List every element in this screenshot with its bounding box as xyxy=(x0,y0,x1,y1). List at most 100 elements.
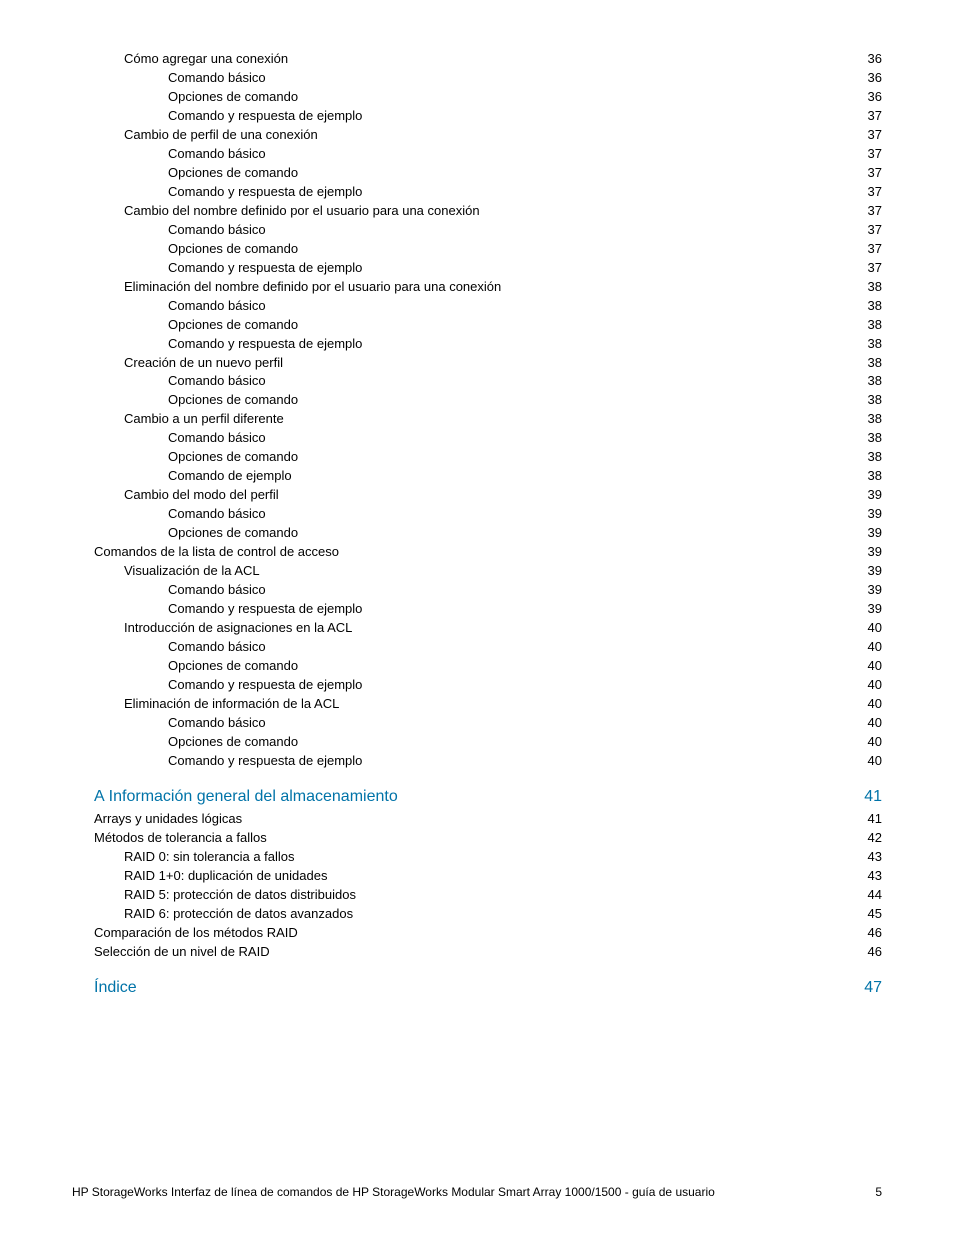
toc-entry[interactable]: Cambio a un perfil diferente38 xyxy=(72,410,882,429)
toc-entry-label: Opciones de comando xyxy=(168,316,298,335)
toc-entry-page: 39 xyxy=(860,581,882,600)
toc-entry[interactable]: Opciones de comando 38 xyxy=(72,316,882,335)
toc-entry-page: 36 xyxy=(860,69,882,88)
toc-entry-page: 38 xyxy=(860,429,882,448)
toc-entry[interactable]: Comando básico37 xyxy=(72,145,882,164)
toc-entry-label: Comando básico xyxy=(168,638,266,657)
toc-entry-label: Cambio de perfil de una conexión xyxy=(124,126,318,145)
toc-entry[interactable]: Comando y respuesta de ejemplo40 xyxy=(72,752,882,771)
toc-entry-label: Comparación de los métodos RAID xyxy=(94,924,298,943)
toc-entry[interactable]: Eliminación del nombre definido por el u… xyxy=(72,278,882,297)
toc-entry[interactable]: RAID 1+0: duplicación de unidades43 xyxy=(72,867,882,886)
toc-entry-page: 38 xyxy=(860,467,882,486)
toc-entry[interactable]: Comando y respuesta de ejemplo37 xyxy=(72,259,882,278)
toc-entry[interactable]: Opciones de comando38 xyxy=(72,448,882,467)
toc-entry-page: 45 xyxy=(860,905,882,924)
toc-entry[interactable]: Opciones de comando 40 xyxy=(72,657,882,676)
toc-entry[interactable]: Índice47 xyxy=(72,976,882,999)
toc-entry-label: Métodos de tolerancia a fallos xyxy=(94,829,267,848)
toc-entry[interactable]: Comando de ejemplo38 xyxy=(72,467,882,486)
toc-entry-page: 40 xyxy=(860,676,882,695)
toc-entry[interactable]: Opciones de comando37 xyxy=(72,164,882,183)
toc-entry[interactable]: Comando básico38 xyxy=(72,372,882,391)
toc-entry-label: Introducción de asignaciones en la ACL xyxy=(124,619,352,638)
toc-entry-label: Opciones de comando xyxy=(168,391,298,410)
toc-entry-page: 38 xyxy=(860,391,882,410)
toc-entry-label: Comando básico xyxy=(168,297,266,316)
toc-entry-label: Selección de un nivel de RAID xyxy=(94,943,270,962)
toc-entry-page: 38 xyxy=(860,448,882,467)
toc-entry-page: 42 xyxy=(860,829,882,848)
toc-entry[interactable]: Comando y respuesta de ejemplo39 xyxy=(72,600,882,619)
toc-entry-page: 37 xyxy=(860,202,882,221)
toc-entry-page: 40 xyxy=(860,714,882,733)
toc-entry-page: 40 xyxy=(860,657,882,676)
toc-entry[interactable]: Comando básico 40 xyxy=(72,714,882,733)
toc-entry[interactable]: Cambio de perfil de una conexión37 xyxy=(72,126,882,145)
toc-entry-page: 39 xyxy=(860,524,882,543)
toc-entry-label: Creación de un nuevo perfil xyxy=(124,354,283,373)
toc-entry-label: RAID 1+0: duplicación de unidades xyxy=(124,867,327,886)
toc-entry-page: 40 xyxy=(860,638,882,657)
toc-entry-label: Comando y respuesta de ejemplo xyxy=(168,183,362,202)
toc-entry[interactable]: Comando y respuesta de ejemplo 40 xyxy=(72,676,882,695)
toc-entry[interactable]: Creación de un nuevo perfil38 xyxy=(72,354,882,373)
toc-entry[interactable]: Cómo agregar una conexión36 xyxy=(72,50,882,69)
toc-entry-label: RAID 5: protección de datos distribuidos xyxy=(124,886,356,905)
toc-entry[interactable]: Comando y respuesta de ejemplo37 xyxy=(72,107,882,126)
toc-entry-page: 41 xyxy=(860,810,882,829)
toc-entry-label: Opciones de comando xyxy=(168,657,298,676)
toc-entry[interactable]: Comando y respuesta de ejemplo37 xyxy=(72,183,882,202)
toc-entry-label: Comando básico xyxy=(168,429,266,448)
toc-entry-label: RAID 0: sin tolerancia a fallos xyxy=(124,848,295,867)
toc-entry[interactable]: AInformación general del almacenamiento4… xyxy=(72,785,882,808)
toc-entry[interactable]: Opciones de comando 38 xyxy=(72,391,882,410)
toc-entry[interactable]: Comparación de los métodos RAID46 xyxy=(72,924,882,943)
toc-entry[interactable]: RAID 0: sin tolerancia a fallos43 xyxy=(72,848,882,867)
toc-entry-label: Comando y respuesta de ejemplo xyxy=(168,259,362,278)
toc-entry[interactable]: Visualización de la ACL39 xyxy=(72,562,882,581)
toc-entry-label: Arrays y unidades lógicas xyxy=(94,810,242,829)
toc-entry[interactable]: Comandos de la lista de control de acces… xyxy=(72,543,882,562)
toc-entry-label: Comando básico xyxy=(168,714,266,733)
toc-entry-label: Comando y respuesta de ejemplo xyxy=(168,752,362,771)
toc-entry[interactable]: Arrays y unidades lógicas 41 xyxy=(72,810,882,829)
toc-entry-page: 39 xyxy=(860,600,882,619)
toc-entry[interactable]: Comando básico37 xyxy=(72,221,882,240)
toc-entry[interactable]: Comando básico 38 xyxy=(72,429,882,448)
toc-entry[interactable]: Comando básico39 xyxy=(72,505,882,524)
toc-entry-label: Opciones de comando xyxy=(168,733,298,752)
toc-entry[interactable]: Opciones de comando36 xyxy=(72,88,882,107)
toc-entry[interactable]: Comando básico36 xyxy=(72,69,882,88)
toc-entry-page: 46 xyxy=(860,943,882,962)
toc-entry[interactable]: Cambio del nombre definido por el usuari… xyxy=(72,202,882,221)
toc-entry[interactable]: Comando básico38 xyxy=(72,297,882,316)
toc-entry-label: Cambio del modo del perfil xyxy=(124,486,279,505)
toc-entry-label: Información general del almacenamiento xyxy=(109,785,398,808)
toc-entry-label: Comando básico xyxy=(168,145,266,164)
toc-entry-page: 36 xyxy=(860,88,882,107)
toc-entry-label: Eliminación del nombre definido por el u… xyxy=(124,278,501,297)
toc-entry[interactable]: Comando básico 40 xyxy=(72,638,882,657)
toc-entry[interactable]: Cambio del modo del perfil39 xyxy=(72,486,882,505)
toc-entry-label: Opciones de comando xyxy=(168,164,298,183)
toc-entry-label: Comandos de la lista de control de acces… xyxy=(94,543,339,562)
toc-entry[interactable]: Opciones de comando39 xyxy=(72,524,882,543)
toc-entry[interactable]: RAID 5: protección de datos distribuidos… xyxy=(72,886,882,905)
toc-entry-label: Comando y respuesta de ejemplo xyxy=(168,676,362,695)
toc-entry[interactable]: Selección de un nivel de RAID 46 xyxy=(72,943,882,962)
toc-entry[interactable]: Introducción de asignaciones en la ACL40 xyxy=(72,619,882,638)
toc-entry-page: 38 xyxy=(860,316,882,335)
toc-entry-label: Opciones de comando xyxy=(168,240,298,259)
toc-entry[interactable]: Comando y respuesta de ejemplo38 xyxy=(72,335,882,354)
toc-entry[interactable]: Eliminación de información de la ACL40 xyxy=(72,695,882,714)
toc-entry-label: Índice xyxy=(94,976,137,999)
toc-entry[interactable]: Opciones de comando40 xyxy=(72,733,882,752)
toc-entry[interactable]: Opciones de comando37 xyxy=(72,240,882,259)
toc-entry[interactable]: RAID 6: protección de datos avanzados45 xyxy=(72,905,882,924)
toc-entry-page: 40 xyxy=(860,695,882,714)
toc-entry[interactable]: Métodos de tolerancia a fallos 42 xyxy=(72,829,882,848)
toc-entry-page: 38 xyxy=(860,410,882,429)
toc-entry[interactable]: Comando básico39 xyxy=(72,581,882,600)
toc-entry-prefix: A xyxy=(94,785,105,808)
